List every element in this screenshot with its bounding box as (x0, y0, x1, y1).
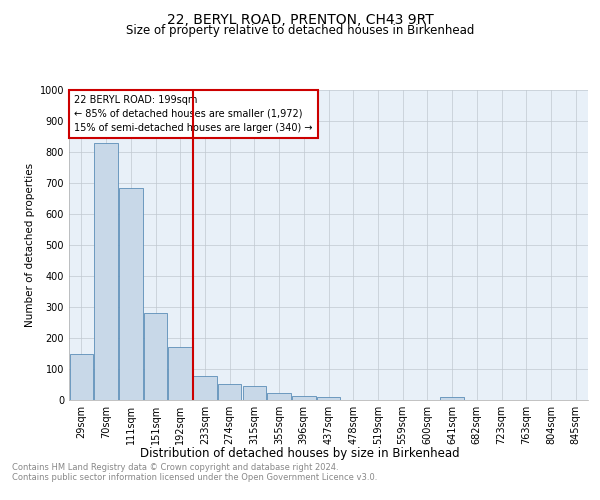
Bar (268, 393, 291, 400)
Bar (242, 386, 266, 400)
Text: Contains public sector information licensed under the Open Government Licence v3: Contains public sector information licen… (12, 474, 377, 482)
Bar (193, 376, 217, 400)
Bar (292, 396, 316, 400)
Bar (70, 354, 93, 400)
Bar (218, 384, 241, 400)
Bar (144, 313, 167, 400)
Text: Contains HM Land Registry data © Crown copyright and database right 2024.: Contains HM Land Registry data © Crown c… (12, 464, 338, 472)
Text: Distribution of detached houses by size in Birkenhead: Distribution of detached houses by size … (140, 448, 460, 460)
Text: 22 BERYL ROAD: 199sqm
← 85% of detached houses are smaller (1,972)
15% of semi-d: 22 BERYL ROAD: 199sqm ← 85% of detached … (74, 94, 313, 132)
Bar (317, 397, 340, 400)
Bar (440, 397, 464, 400)
Bar (119, 188, 143, 400)
Y-axis label: Number of detached properties: Number of detached properties (25, 163, 35, 327)
Text: Size of property relative to detached houses in Birkenhead: Size of property relative to detached ho… (126, 24, 474, 37)
Bar (169, 346, 192, 400)
Text: 22, BERYL ROAD, PRENTON, CH43 9RT: 22, BERYL ROAD, PRENTON, CH43 9RT (167, 12, 433, 26)
Bar (94, 142, 118, 400)
